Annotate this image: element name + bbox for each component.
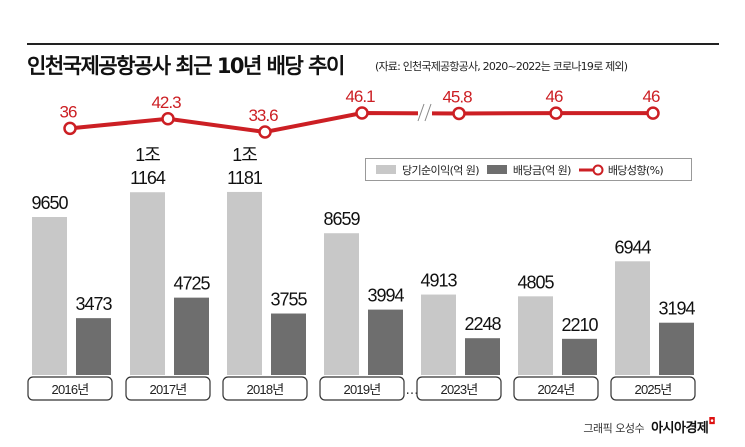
category-box [319,376,405,401]
title-rule [27,43,719,45]
bar-net-income [615,261,650,375]
category-box [27,376,113,401]
bar-dividend [562,338,597,375]
brand-logo: 아시아경제 [651,421,709,436]
category-label: 2018년 [247,382,284,397]
payout-value-label: 46.1 [345,87,375,106]
bar-value-label: 1164 [130,168,166,188]
bar-dividend [174,297,209,375]
bar-value-label: 6944 [614,237,651,257]
payout-point [63,121,77,136]
category-box [222,376,308,401]
payout-point [161,112,175,126]
payout-value-label: 45.8 [442,87,472,106]
bar-net-income [324,233,359,375]
category-label: 2016년 [52,382,89,397]
category-label: 2019년 [344,382,381,397]
legend-swatch [376,165,396,174]
legend-line-marker-icon [578,164,604,175]
legend-item-payout: 배당성향(%) [578,162,664,178]
legend-label: 배당금(억 원) [512,163,571,177]
payout-value-label: 46 [546,87,563,106]
bar-value-label: 2248 [464,314,501,334]
legend-item-net-income: 당기순이익(억 원) [376,162,480,178]
gap-ellipsis: … [406,383,419,398]
credit: 그래픽 오성수 아시아경제◘ [583,417,715,436]
bar-dividend [465,338,500,375]
bar-net-income [421,294,456,375]
category-box [125,376,211,401]
legend-label: 당기순이익(억 원) [402,163,480,177]
payout-point [549,106,563,120]
bar-dividend [271,313,306,375]
legend-swatch [486,165,507,174]
bar-value-label: 4725 [173,274,210,294]
payout-point [646,106,660,120]
legend-item-dividend: 배당금(억 원) [486,162,571,178]
bar-value-label: 3755 [270,290,307,310]
bar-dividend [659,322,694,375]
payout-value-label: 46 [643,87,660,106]
bar-dividend [76,318,111,375]
bar-net-income [227,191,262,375]
bar-value-label: 3994 [367,286,404,306]
bar-value-label: 4805 [517,272,554,292]
line-break-mark [417,103,425,122]
bar-value-label: 1181 [227,168,263,188]
payout-value-label: 33.6 [248,106,278,125]
payout-point [452,106,466,121]
credit-author: 그래픽 오성수 [583,422,645,435]
bar-net-income [130,192,165,375]
category-label: 2023년 [441,382,478,397]
bar-value-label: 3473 [75,294,112,314]
bar-value-label: 3194 [658,299,695,319]
line-break-gap [418,104,432,122]
chart-title: 인천국제공항공사 최근 10년 배당 추이 [27,54,345,78]
category-box [513,376,599,401]
bar-value-label: 8659 [323,209,360,229]
bar-net-income [518,296,553,375]
bar-value-label: 4913 [420,271,457,291]
line-break-mark [424,103,432,122]
category-label: 2025년 [635,382,672,397]
bar-net-income [32,217,67,375]
bar-value-label: 1조 [135,145,160,165]
category-label: 2017년 [150,382,187,397]
chart-subtitle: (자료: 인천국제공항공사, 2020~2022는 코로나19로 제외) [375,60,628,73]
category-box [416,376,502,401]
payout-value-label: 42.3 [151,93,181,112]
category-label: 2024년 [538,382,575,397]
legend: 당기순이익(억 원) 배당금(억 원) 배당성향(%) [365,158,692,181]
payout-value-label: 36 [60,102,77,121]
legend-label: 배당성향(%) [607,163,664,177]
bar-value-label: 1조 [232,145,257,165]
payout-point [258,125,272,139]
payout-point [355,106,369,120]
bar-dividend [368,309,403,375]
brand-mark-icon: ◘ [708,417,715,427]
bar-value-label: 2210 [561,315,598,335]
bar-value-label: 9650 [31,193,68,213]
category-box [610,376,696,401]
